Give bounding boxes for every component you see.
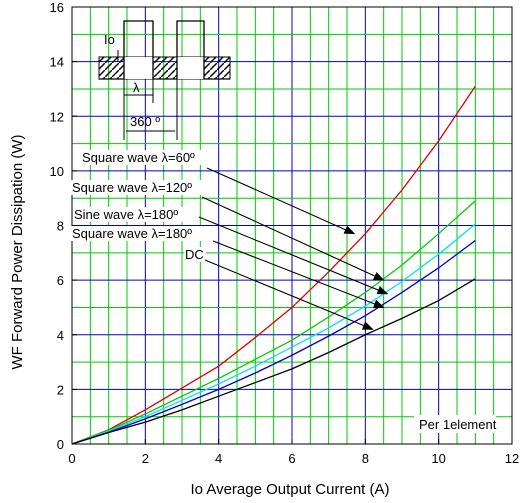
y-tick-label: 10: [50, 164, 64, 179]
waveform-line: [99, 20, 230, 80]
annotation-arrow: [204, 259, 374, 330]
x-tick-label: 8: [362, 451, 369, 466]
inset-lambda-label: λ: [133, 80, 140, 95]
annotation-label: Sine wave λ=180º: [74, 207, 178, 222]
x-tick-label: 0: [68, 451, 75, 466]
y-tick-label: 6: [57, 273, 64, 288]
axis-ticks: 0 2 4 6 8 10 12 0 2 4 6 8 10 12 14 16: [50, 0, 520, 466]
y-axis-label: WF Forward Power Dissipation (W): [9, 134, 26, 369]
pulse-clear-2: [177, 57, 204, 79]
series-line-2: [71, 223, 476, 445]
y-tick-label: 4: [57, 328, 64, 343]
annotation-bg: [81, 150, 213, 165]
series-lines: [71, 85, 476, 445]
hatched-band: [98, 56, 231, 80]
per-element-note: Per 1element: [419, 417, 497, 432]
annotation-arrow: [198, 216, 389, 295]
x-tick-label: 12: [505, 451, 519, 466]
note-bg: [414, 415, 496, 433]
y-tick-label: 0: [57, 437, 64, 452]
waveform-inset: Io λ 360 º: [98, 20, 231, 140]
series-line-3: [71, 240, 476, 445]
x-tick-label: 2: [142, 451, 149, 466]
inset-io-label: Io: [104, 32, 115, 47]
x-tick-label: 6: [288, 451, 295, 466]
y-tick-label: 14: [50, 55, 64, 70]
y-tick-label: 8: [57, 219, 64, 234]
annotation-bg: [73, 207, 193, 222]
annotation-bg: [184, 247, 206, 262]
annotation-bg: [71, 180, 203, 195]
inset-period-label: 360 º: [130, 114, 160, 129]
series-line-4: [71, 278, 476, 445]
grid-lines: [72, 7, 512, 444]
annotation-label: DC: [185, 247, 204, 262]
x-tick-label: 10: [431, 451, 445, 466]
y-tick-label: 2: [57, 382, 64, 397]
series-line-0: [71, 85, 476, 445]
y-tick-label: 12: [50, 109, 64, 124]
y-tick-label: 16: [50, 0, 64, 15]
pulse-clear-1: [124, 57, 153, 79]
annotation-bg: [71, 226, 203, 241]
x-axis-label: Io Average Output Current (A): [191, 481, 390, 498]
annotation-label: Square wave λ=60º: [82, 150, 195, 165]
curve-annotations: Square wave λ=60º Square wave λ=120º Sine …: [71, 150, 389, 330]
series-line-1: [71, 200, 476, 445]
annotation-arrow: [206, 167, 356, 235]
annotation-label: Square wave λ=180º: [72, 226, 192, 241]
annotation-arrow: [212, 240, 385, 308]
x-tick-label: 4: [215, 451, 222, 466]
annotation-arrow: [201, 196, 385, 281]
annotation-label: Square wave λ=120º: [72, 180, 192, 195]
